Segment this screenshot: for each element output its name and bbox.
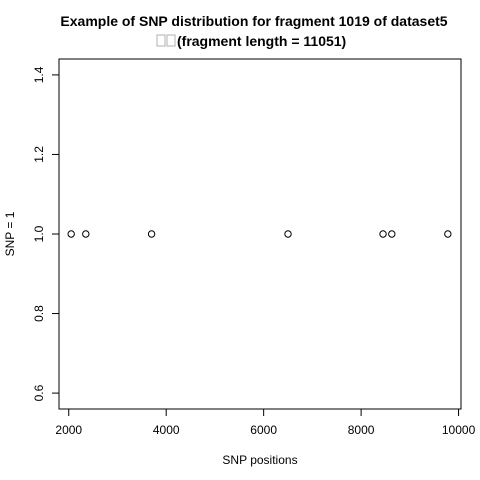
data-point: [284, 230, 292, 238]
missing-glyph-icon: [156, 34, 166, 47]
data-point: [379, 230, 387, 238]
x-tick-label: 2000: [55, 423, 82, 437]
chart-subtitle-text: (fragment length = 11051): [177, 33, 346, 49]
missing-glyph-icon: [166, 34, 176, 47]
y-axis: 0.6 0.8 1.0 1.2 1.4: [32, 66, 59, 401]
y-tick-label: 0.8: [32, 305, 46, 322]
data-point: [388, 230, 396, 238]
x-tick-label: 6000: [250, 423, 277, 437]
x-axis: 2000 4000 6000 8000 10000: [55, 409, 476, 437]
plot-frame: [58, 58, 462, 410]
chart-subtitle: (fragment length = 11051): [156, 33, 346, 49]
y-tick-label: 1.2: [32, 146, 46, 163]
data-point: [444, 230, 452, 238]
y-tick-label: 1.0: [32, 225, 46, 242]
x-axis-label: SNP positions: [222, 453, 297, 467]
x-tick-label: 4000: [153, 423, 180, 437]
y-axis-label: SNP = 1: [3, 211, 17, 256]
data-points: [67, 230, 452, 238]
y-tick-label: 1.4: [32, 66, 46, 83]
x-tick-label: 8000: [348, 423, 375, 437]
data-point: [147, 230, 156, 238]
y-tick-label: 0.6: [32, 384, 46, 401]
data-point: [67, 230, 75, 238]
x-tick-label: 10000: [442, 423, 476, 437]
data-point: [82, 230, 90, 238]
chart-title: Example of SNP distribution for fragment…: [60, 13, 447, 29]
